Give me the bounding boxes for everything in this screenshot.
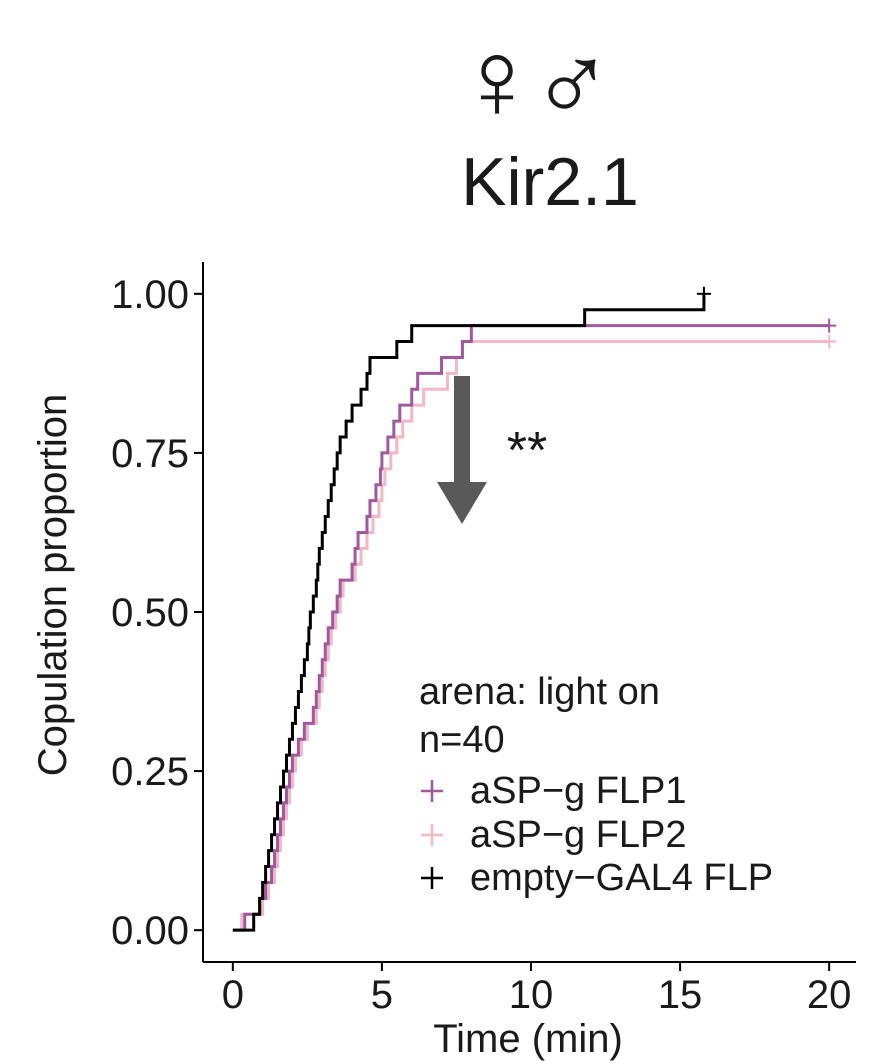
x-tick-label: 20 [807,973,852,1017]
legend-entry: aSP−g FLP2 [421,814,687,856]
censor-mark-1 [822,334,837,349]
arrow-head [437,482,487,524]
arrow-shaft [454,376,470,484]
legend-line-arena: arena: light on [419,671,660,713]
censor-mark-2 [696,286,711,301]
series-line-2 [232,293,706,932]
legend-label: aSP−g FLP2 [470,814,687,856]
male-symbol: ♂ [530,17,614,142]
series-line-0 [232,324,830,932]
legend-line-n: n=40 [419,719,505,761]
y-tick-label: 1.00 [111,273,189,317]
x-tick-label: 15 [658,973,703,1017]
censor-mark-0 [822,318,837,333]
y-tick-label: 0.75 [111,432,189,476]
significance-stars: ** [507,422,547,480]
series-layer [232,286,837,932]
y-tick-label: 0.50 [111,591,189,635]
female-symbol: ♀ [455,17,539,142]
legend-label: aSP−g FLP1 [470,770,687,812]
significance-arrow [437,376,487,524]
x-tick-label: 5 [371,973,393,1017]
legend-entry: aSP−g FLP1 [421,770,687,812]
y-tick-label: 0.00 [111,909,189,953]
y-axis-label: Copulation proportion [31,394,75,776]
x-tick-label: 10 [509,973,554,1017]
x-tick-label: 0 [222,973,244,1017]
chart-title: Kir2.1 [461,144,639,220]
legend-entry: empty−GAL4 FLP [421,857,773,899]
y-ticks: 0.00 0.25 0.50 0.75 1.00 [111,273,203,953]
x-ticks: 0 5 10 15 20 [222,962,852,1017]
legend-label: empty−GAL4 FLP [470,857,773,899]
x-axis-label: Time (min) [433,1017,623,1061]
y-tick-label: 0.25 [111,750,189,794]
